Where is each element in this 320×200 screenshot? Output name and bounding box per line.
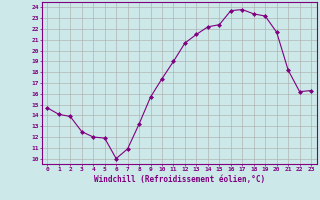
X-axis label: Windchill (Refroidissement éolien,°C): Windchill (Refroidissement éolien,°C) (94, 175, 265, 184)
